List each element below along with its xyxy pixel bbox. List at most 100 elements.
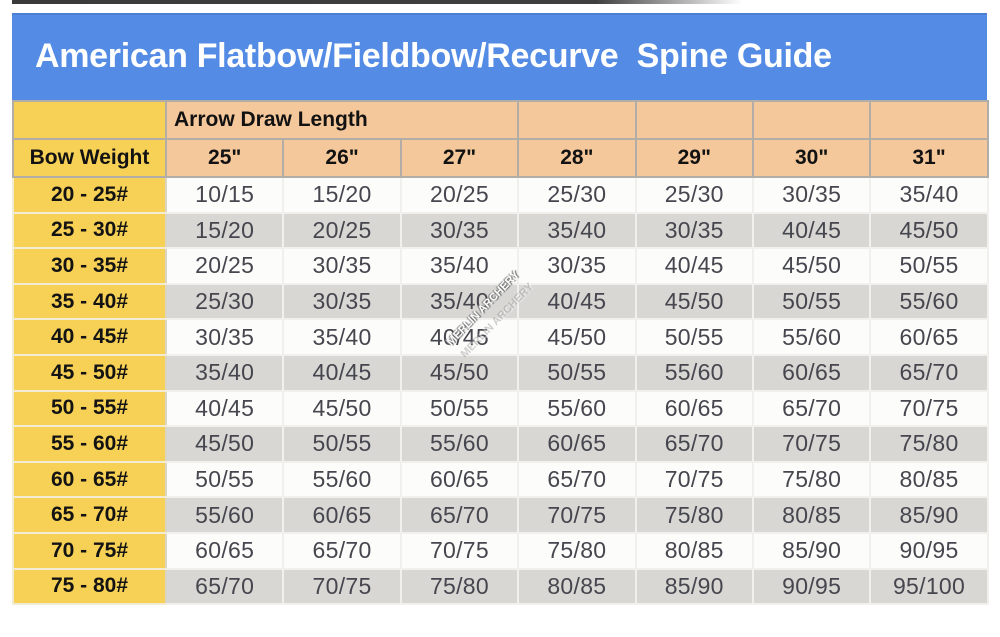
- spine-value-cell: 90/95: [751, 567, 872, 606]
- spine-value-cell: 50/55: [751, 282, 872, 321]
- empty-header-cell: [517, 100, 637, 140]
- spine-value-cell: 55/60: [399, 425, 520, 463]
- spine-value-cell: 35/40: [869, 176, 989, 214]
- spine-value-cell: 80/85: [751, 496, 872, 534]
- spine-value-cell: 65/70: [869, 353, 989, 392]
- spine-value-cell: 40/45: [517, 282, 637, 321]
- spine-value-cell: 60/65: [869, 318, 989, 356]
- spine-value-cell: 45/50: [164, 425, 285, 463]
- table-row: 70 - 75# 60/65 65/70 70/75 75/80 80/85 85/90 90…: [12, 531, 989, 570]
- spine-value-cell: 65/70: [164, 567, 285, 606]
- empty-header-cell: [634, 100, 754, 140]
- spine-value-cell: 30/35: [164, 318, 285, 356]
- bow-weight-cell: 35 - 40#: [12, 282, 167, 321]
- spine-value-cell: 35/40: [164, 353, 285, 392]
- spine-value-cell: 55/60: [282, 460, 402, 499]
- spine-value-cell: 70/75: [751, 425, 872, 463]
- spine-value-cell: 40/45: [751, 211, 872, 250]
- spine-value-cell: 70/75: [517, 496, 637, 534]
- spine-value-cell: 30/35: [517, 247, 637, 285]
- page-title: American Flatbow/Fieldbow/Recurve Spine …: [35, 37, 832, 75]
- spine-value-cell: 50/55: [517, 353, 637, 392]
- bow-weight-cell: 60 - 65#: [12, 460, 167, 499]
- spine-value-cell: 45/50: [751, 247, 872, 285]
- bow-weight-cell: 40 - 45#: [12, 318, 167, 356]
- table-row: 45 - 50# 35/40 40/45 45/50 50/55 55/60 60/65 65…: [12, 353, 989, 392]
- table-row: 55 - 60# 45/50 50/55 55/60 60/65 65/70 70/75 75…: [12, 425, 989, 463]
- spine-value-cell: 35/40: [282, 318, 402, 356]
- spine-value-cell: 55/60: [869, 282, 989, 321]
- table-row: 20 - 25# 10/15 15/20 20/25 25/30 25/30 30/35 35…: [12, 176, 989, 214]
- draw-length-header: 28": [517, 138, 637, 178]
- spine-value-cell: 70/75: [869, 389, 989, 428]
- spine-value-cell: 95/100: [869, 567, 989, 606]
- spine-value-cell: 25/30: [634, 176, 754, 214]
- spine-value-cell: 20/25: [399, 176, 520, 214]
- spine-value-cell: 30/35: [751, 176, 872, 214]
- arrow-draw-length-header: Arrow Draw Length: [164, 100, 520, 140]
- title-banner: American Flatbow/Fieldbow/Recurve Spine …: [12, 13, 987, 100]
- spine-value-cell: 50/55: [164, 460, 285, 499]
- spine-value-cell: 65/70: [282, 531, 402, 570]
- spine-value-cell: 60/65: [164, 531, 285, 570]
- column-header-row: Bow Weight 25" 26" 27" 28" 29" 30" 31": [12, 138, 989, 178]
- group-header-row: Arrow Draw Length: [12, 100, 989, 140]
- empty-header-cell: [869, 100, 989, 140]
- draw-length-header: 31": [869, 138, 989, 178]
- bow-weight-cell: 70 - 75#: [12, 531, 167, 570]
- spine-value-cell: 80/85: [869, 460, 989, 499]
- spine-value-cell: 40/45: [634, 247, 754, 285]
- spine-value-cell: 80/85: [517, 567, 637, 606]
- spine-value-cell: 35/40: [517, 211, 637, 250]
- bow-weight-cell: 20 - 25#: [12, 176, 167, 214]
- spine-value-cell: 25/30: [517, 176, 637, 214]
- spine-value-cell: 85/90: [869, 496, 989, 534]
- spine-value-cell: 45/50: [282, 389, 402, 428]
- draw-length-header: 30": [751, 138, 872, 178]
- spine-value-cell: 60/65: [751, 353, 872, 392]
- spine-value-cell: 85/90: [751, 531, 872, 570]
- spine-value-cell: 30/35: [399, 211, 520, 250]
- spine-value-cell: 15/20: [282, 176, 402, 214]
- spine-value-cell: 25/30: [164, 282, 285, 321]
- spine-value-cell: 75/80: [751, 460, 872, 499]
- spine-value-cell: 40/45: [164, 389, 285, 428]
- spine-value-cell: 55/60: [164, 496, 285, 534]
- top-border-line: [12, 0, 742, 4]
- spine-guide-table: Arrow Draw Length Bow Weight 25" 26" 27" 28…: [12, 100, 989, 606]
- spine-value-cell: 30/35: [634, 211, 754, 250]
- spine-value-cell: 65/70: [517, 460, 637, 499]
- spine-value-cell: 50/55: [634, 318, 754, 356]
- bow-weight-cell: 55 - 60#: [12, 425, 167, 463]
- table-row: 75 - 80# 65/70 70/75 75/80 80/85 85/90 90/95 95…: [12, 567, 989, 606]
- spine-value-cell: 10/15: [164, 176, 285, 214]
- table-row: 40 - 45# 30/35 35/40 40/45 45/50 50/55 55/60 60…: [12, 318, 989, 356]
- corner-empty-cell: [12, 100, 167, 140]
- spine-value-cell: 40/45: [399, 318, 520, 356]
- draw-length-header: 26": [282, 138, 402, 178]
- spine-value-cell: 35/40: [399, 282, 520, 321]
- spine-value-cell: 70/75: [399, 531, 520, 570]
- table-row: 30 - 35# 20/25 30/35 35/40 30/35 40/45 45/50 50…: [12, 247, 989, 285]
- draw-length-header: 29": [634, 138, 754, 178]
- draw-length-header: 25": [164, 138, 285, 178]
- spine-value-cell: 35/40: [399, 247, 520, 285]
- spine-value-cell: 50/55: [399, 389, 520, 428]
- bow-weight-cell: 25 - 30#: [12, 211, 167, 250]
- spine-value-cell: 65/70: [751, 389, 872, 428]
- spine-value-cell: 65/70: [399, 496, 520, 534]
- table-row: 25 - 30# 15/20 20/25 30/35 35/40 30/35 40/45 45…: [12, 211, 989, 250]
- spine-value-cell: 20/25: [282, 211, 402, 250]
- spine-value-cell: 65/70: [634, 425, 754, 463]
- spine-value-cell: 80/85: [634, 531, 754, 570]
- spine-value-cell: 55/60: [751, 318, 872, 356]
- spine-value-cell: 30/35: [282, 282, 402, 321]
- spine-value-cell: 60/65: [282, 496, 402, 534]
- bow-weight-cell: 75 - 80#: [12, 567, 167, 606]
- spine-value-cell: 70/75: [634, 460, 754, 499]
- spine-value-cell: 90/95: [869, 531, 989, 570]
- bow-weight-cell: 65 - 70#: [12, 496, 167, 534]
- spine-value-cell: 75/80: [634, 496, 754, 534]
- spine-value-cell: 45/50: [634, 282, 754, 321]
